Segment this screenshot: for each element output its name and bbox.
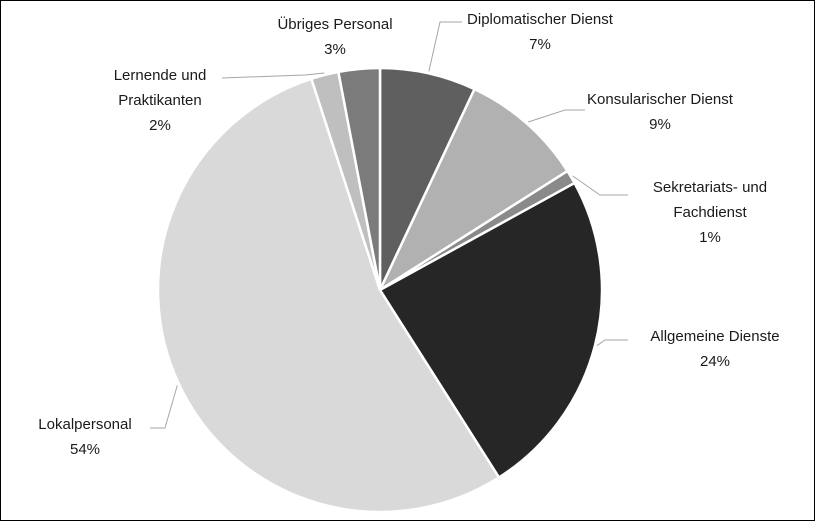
leader-line <box>221 72 325 79</box>
value-label: 9% <box>649 116 671 133</box>
value-label: 1% <box>699 229 721 246</box>
slice-label: Lokalpersonal <box>38 416 131 433</box>
value-label: 24% <box>700 353 730 370</box>
leader-line <box>596 339 628 347</box>
slice-label: Lernende und <box>114 67 207 84</box>
slice-label: Konsularischer Dienst <box>587 91 734 108</box>
value-label: 2% <box>149 117 171 134</box>
slice <box>156 77 501 514</box>
leader-line <box>150 385 178 429</box>
slice-label: Sekretariats- und <box>653 179 767 196</box>
slice-label: Diplomatischer Dienst <box>467 11 614 28</box>
leader-line <box>428 21 462 72</box>
value-label: 54% <box>70 441 100 458</box>
slice-label: Allgemeine Dienste <box>650 328 779 345</box>
slice-label: Praktikanten <box>118 92 201 109</box>
slice-label: Fachdienst <box>673 204 747 221</box>
leader-line <box>527 109 585 123</box>
value-label: 3% <box>324 41 346 58</box>
slice <box>336 66 382 291</box>
slice <box>377 87 570 294</box>
value-label: 7% <box>529 36 551 53</box>
slice-label: Übriges Personal <box>277 15 392 33</box>
leader-line <box>572 175 628 196</box>
slice <box>378 181 604 480</box>
